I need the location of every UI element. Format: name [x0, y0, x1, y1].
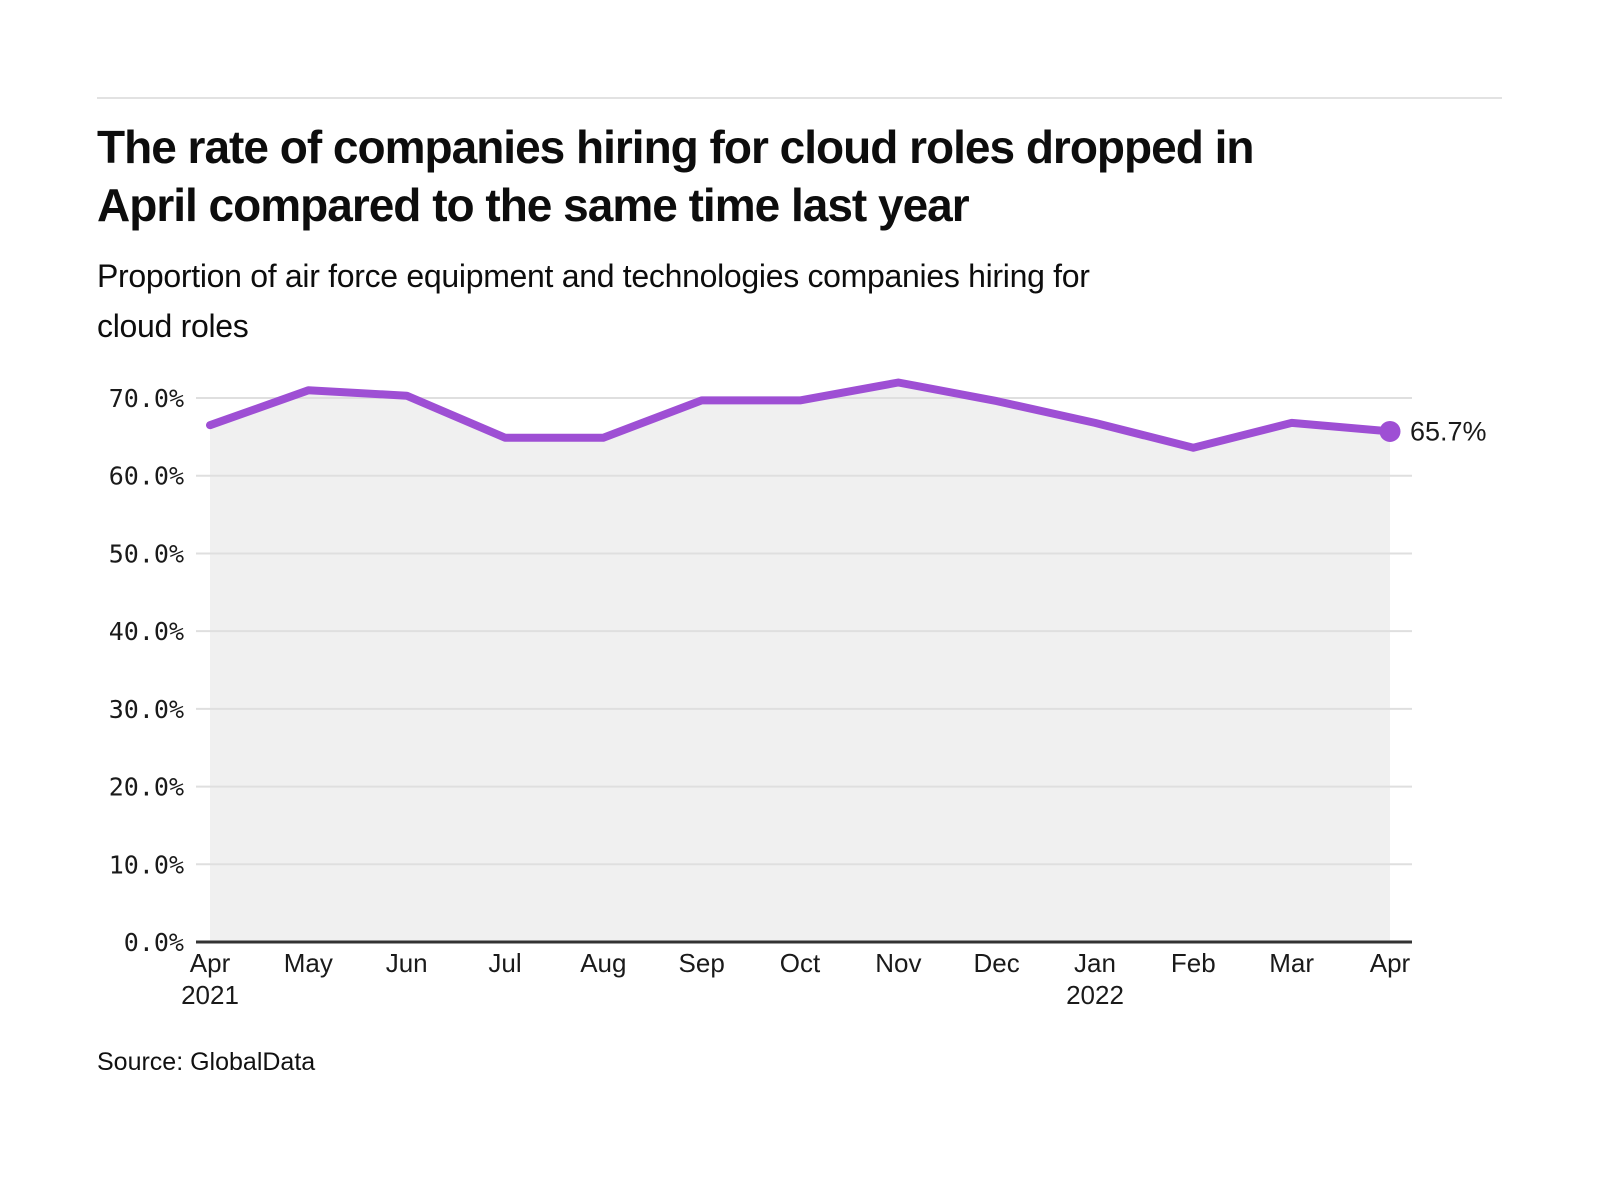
x-tick-label: Jun [386, 948, 428, 978]
end-value-label: 65.7% [1410, 416, 1487, 446]
x-tick-label: Feb [1171, 948, 1216, 978]
chart-subtitle: Proportion of air force equipment and te… [97, 252, 1557, 351]
source-note: Source: GlobalData [97, 1048, 316, 1076]
y-tick-label: 0.0% [124, 928, 184, 957]
top-divider [97, 97, 1502, 99]
area-fill [210, 382, 1390, 942]
x-tick-label: Apr [190, 948, 231, 978]
y-tick-label: 70.0% [109, 384, 184, 413]
x-tick-year-label: 2021 [181, 980, 239, 1010]
chart-title-line-1: The rate of companies hiring for cloud r… [97, 121, 1254, 173]
y-tick-label: 10.0% [109, 850, 184, 879]
x-tick-label: Aug [580, 948, 626, 978]
x-tick-label: Jan [1074, 948, 1116, 978]
y-tick-label: 30.0% [109, 695, 184, 724]
x-tick-label: Mar [1269, 948, 1314, 978]
x-tick-label: Nov [875, 948, 921, 978]
x-tick-year-label: 2022 [1066, 980, 1124, 1010]
chart-title: The rate of companies hiring for cloud r… [97, 118, 1557, 235]
end-point-dot [1379, 420, 1401, 442]
y-tick-label: 50.0% [109, 539, 184, 568]
y-tick-label: 60.0% [109, 462, 184, 491]
x-tick-label: Apr [1370, 948, 1411, 978]
trend-line [206, 378, 1394, 452]
chart-subtitle-line-1: Proportion of air force equipment and te… [97, 258, 1090, 294]
chart-title-line-2: April compared to the same time last yea… [97, 179, 970, 232]
x-tick-label: Dec [974, 948, 1020, 978]
y-tick-label: 40.0% [109, 617, 184, 646]
y-tick-label: 20.0% [109, 773, 184, 802]
x-tick-label: Jul [488, 948, 521, 978]
x-tick-label: Oct [780, 948, 821, 978]
chart-subtitle-line-2: cloud roles [97, 307, 249, 344]
x-tick-label: May [284, 948, 333, 978]
x-tick-label: Sep [679, 948, 725, 978]
